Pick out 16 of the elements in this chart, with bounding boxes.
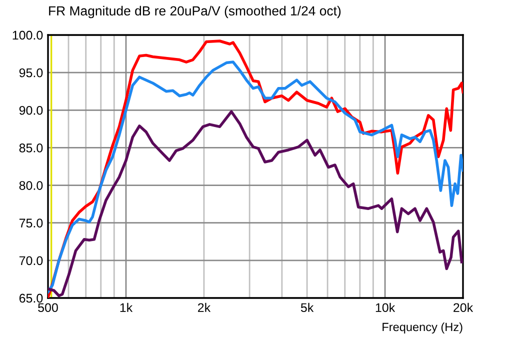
x-axis-title: Frequency (Hz) [382, 322, 462, 334]
y-tick-label: 75.0 [19, 218, 43, 228]
y-tick-label: 65.0 [19, 294, 43, 303]
y-tick-label: 70.0 [19, 256, 43, 266]
y-tick-label: 95.0 [19, 68, 43, 78]
y-tick-label: 85.0 [19, 144, 43, 152]
x-tick-label: 1k [120, 302, 133, 312]
x-tick-label: 5k [300, 302, 314, 312]
x-tick-label: 500 [38, 303, 58, 312]
x-tick-label: 20k [454, 302, 474, 312]
chart-title: FR Magnitude dB re 20uPa/V (smoothed 1/24 oct) [49, 6, 341, 18]
x-tick-label: 10k [376, 302, 396, 312]
y-tick-label: 80.0 [19, 181, 43, 190]
y-tick-label: 100.0 [12, 30, 43, 40]
x-tick-label: 2k [198, 302, 211, 312]
y-tick-label: 90.0 [19, 106, 43, 115]
